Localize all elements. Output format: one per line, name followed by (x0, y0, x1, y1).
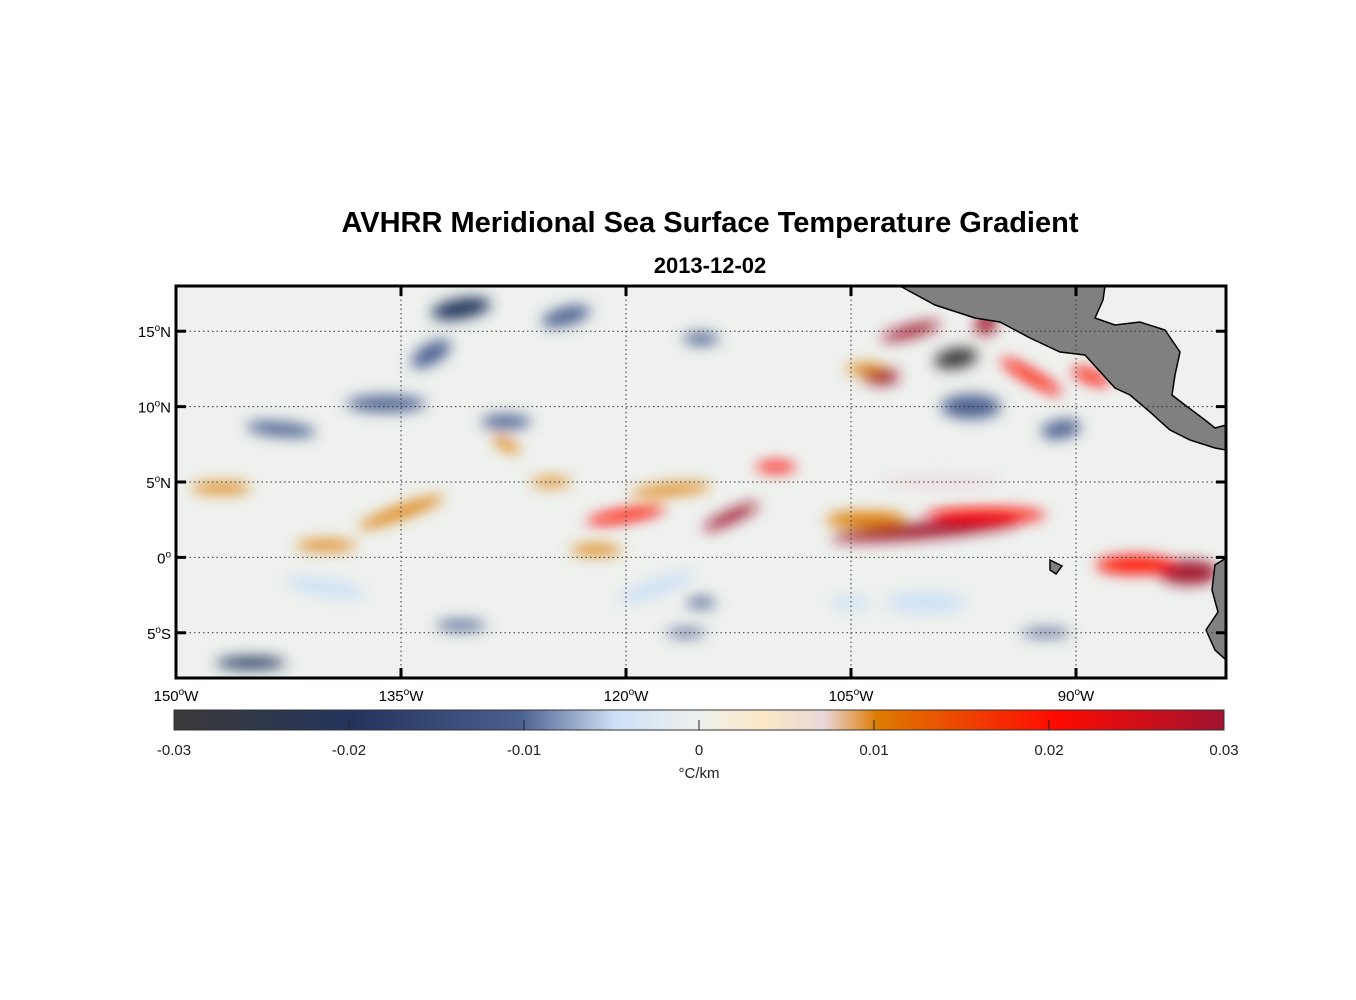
gradient-feature (831, 518, 1021, 542)
x-tick-label: 150oW (154, 687, 200, 705)
gradient-feature (431, 297, 491, 320)
land-mexico-central-america (899, 286, 1226, 451)
y-tick-label: 5oS (147, 625, 171, 643)
x-tick-label: 90oW (1058, 687, 1095, 705)
y-tick-label: 15oN (138, 323, 171, 341)
gradient-feature (411, 339, 451, 368)
y-tick-label: 10oN (138, 399, 171, 417)
gradient-feature (436, 620, 486, 631)
gradient-feature (571, 544, 621, 555)
gradient-feature (286, 577, 366, 599)
colorbar-tick-label: -0.02 (332, 742, 366, 759)
y-tick-label: 5oN (146, 474, 171, 492)
gradient-feature (1096, 555, 1176, 574)
x-tick-label: 120oW (604, 687, 650, 705)
land-south-america (1205, 557, 1226, 662)
chart-subtitle: 2013-12-02 (653, 253, 767, 278)
x-tick-label: 135oW (379, 687, 425, 705)
colorbar-ticks: -0.03 -0.02 -0.01 0 0.01 0.02 0.03 (157, 720, 1239, 759)
gradient-feature (1072, 367, 1110, 386)
gradient-feature (886, 592, 966, 613)
chart-title: AVHRR Meridional Sea Surface Temperature… (341, 207, 1079, 239)
gradient-feature (346, 395, 426, 412)
x-tick-label: 105oW (829, 687, 875, 705)
gradient-feature (846, 363, 886, 374)
gradient-feature (831, 596, 871, 609)
gradient-feature (191, 483, 251, 494)
gradient-feature (926, 508, 1046, 523)
gradient-feature (1000, 358, 1062, 395)
gradient-feature (216, 656, 286, 669)
gradient-feature (683, 332, 719, 345)
y-tick-label: 0o (157, 549, 171, 567)
gradient-feature (1041, 419, 1081, 439)
gradient-feature (586, 506, 666, 525)
gradient-feature (756, 461, 796, 472)
gradient-feature (631, 483, 711, 496)
gradient-feature (296, 540, 356, 551)
gradient-feature (492, 435, 520, 453)
colorbar-tick-label: 0.03 (1209, 742, 1238, 759)
colorbar-tick-label: 0.01 (859, 742, 888, 759)
land-galapagos (1049, 558, 1064, 576)
gradient-feature (481, 414, 531, 429)
gradient-feature (703, 502, 759, 531)
gradient-feature (618, 571, 694, 604)
map-axes: 150oW 135oW 120oW 105oW 90oW 15oN 10oN 5oN 0o 5oS (138, 286, 1226, 705)
gradient-feature (541, 305, 591, 327)
gradient-feature (246, 421, 316, 437)
ocean-background (176, 286, 1226, 678)
colorbar-tick-label: 0.02 (1034, 742, 1063, 759)
gradient-feature (826, 511, 906, 528)
colorbar-tick-label: -0.03 (157, 742, 191, 759)
land (899, 286, 1226, 662)
colorbar-tick-label: -0.01 (507, 742, 541, 759)
colorbar-tick-label: 0 (695, 742, 703, 759)
gradient-feature (686, 597, 716, 608)
gradient-feature (941, 394, 1001, 419)
colorbar-label: °C/km (679, 765, 720, 782)
gradient-feature (934, 347, 978, 369)
